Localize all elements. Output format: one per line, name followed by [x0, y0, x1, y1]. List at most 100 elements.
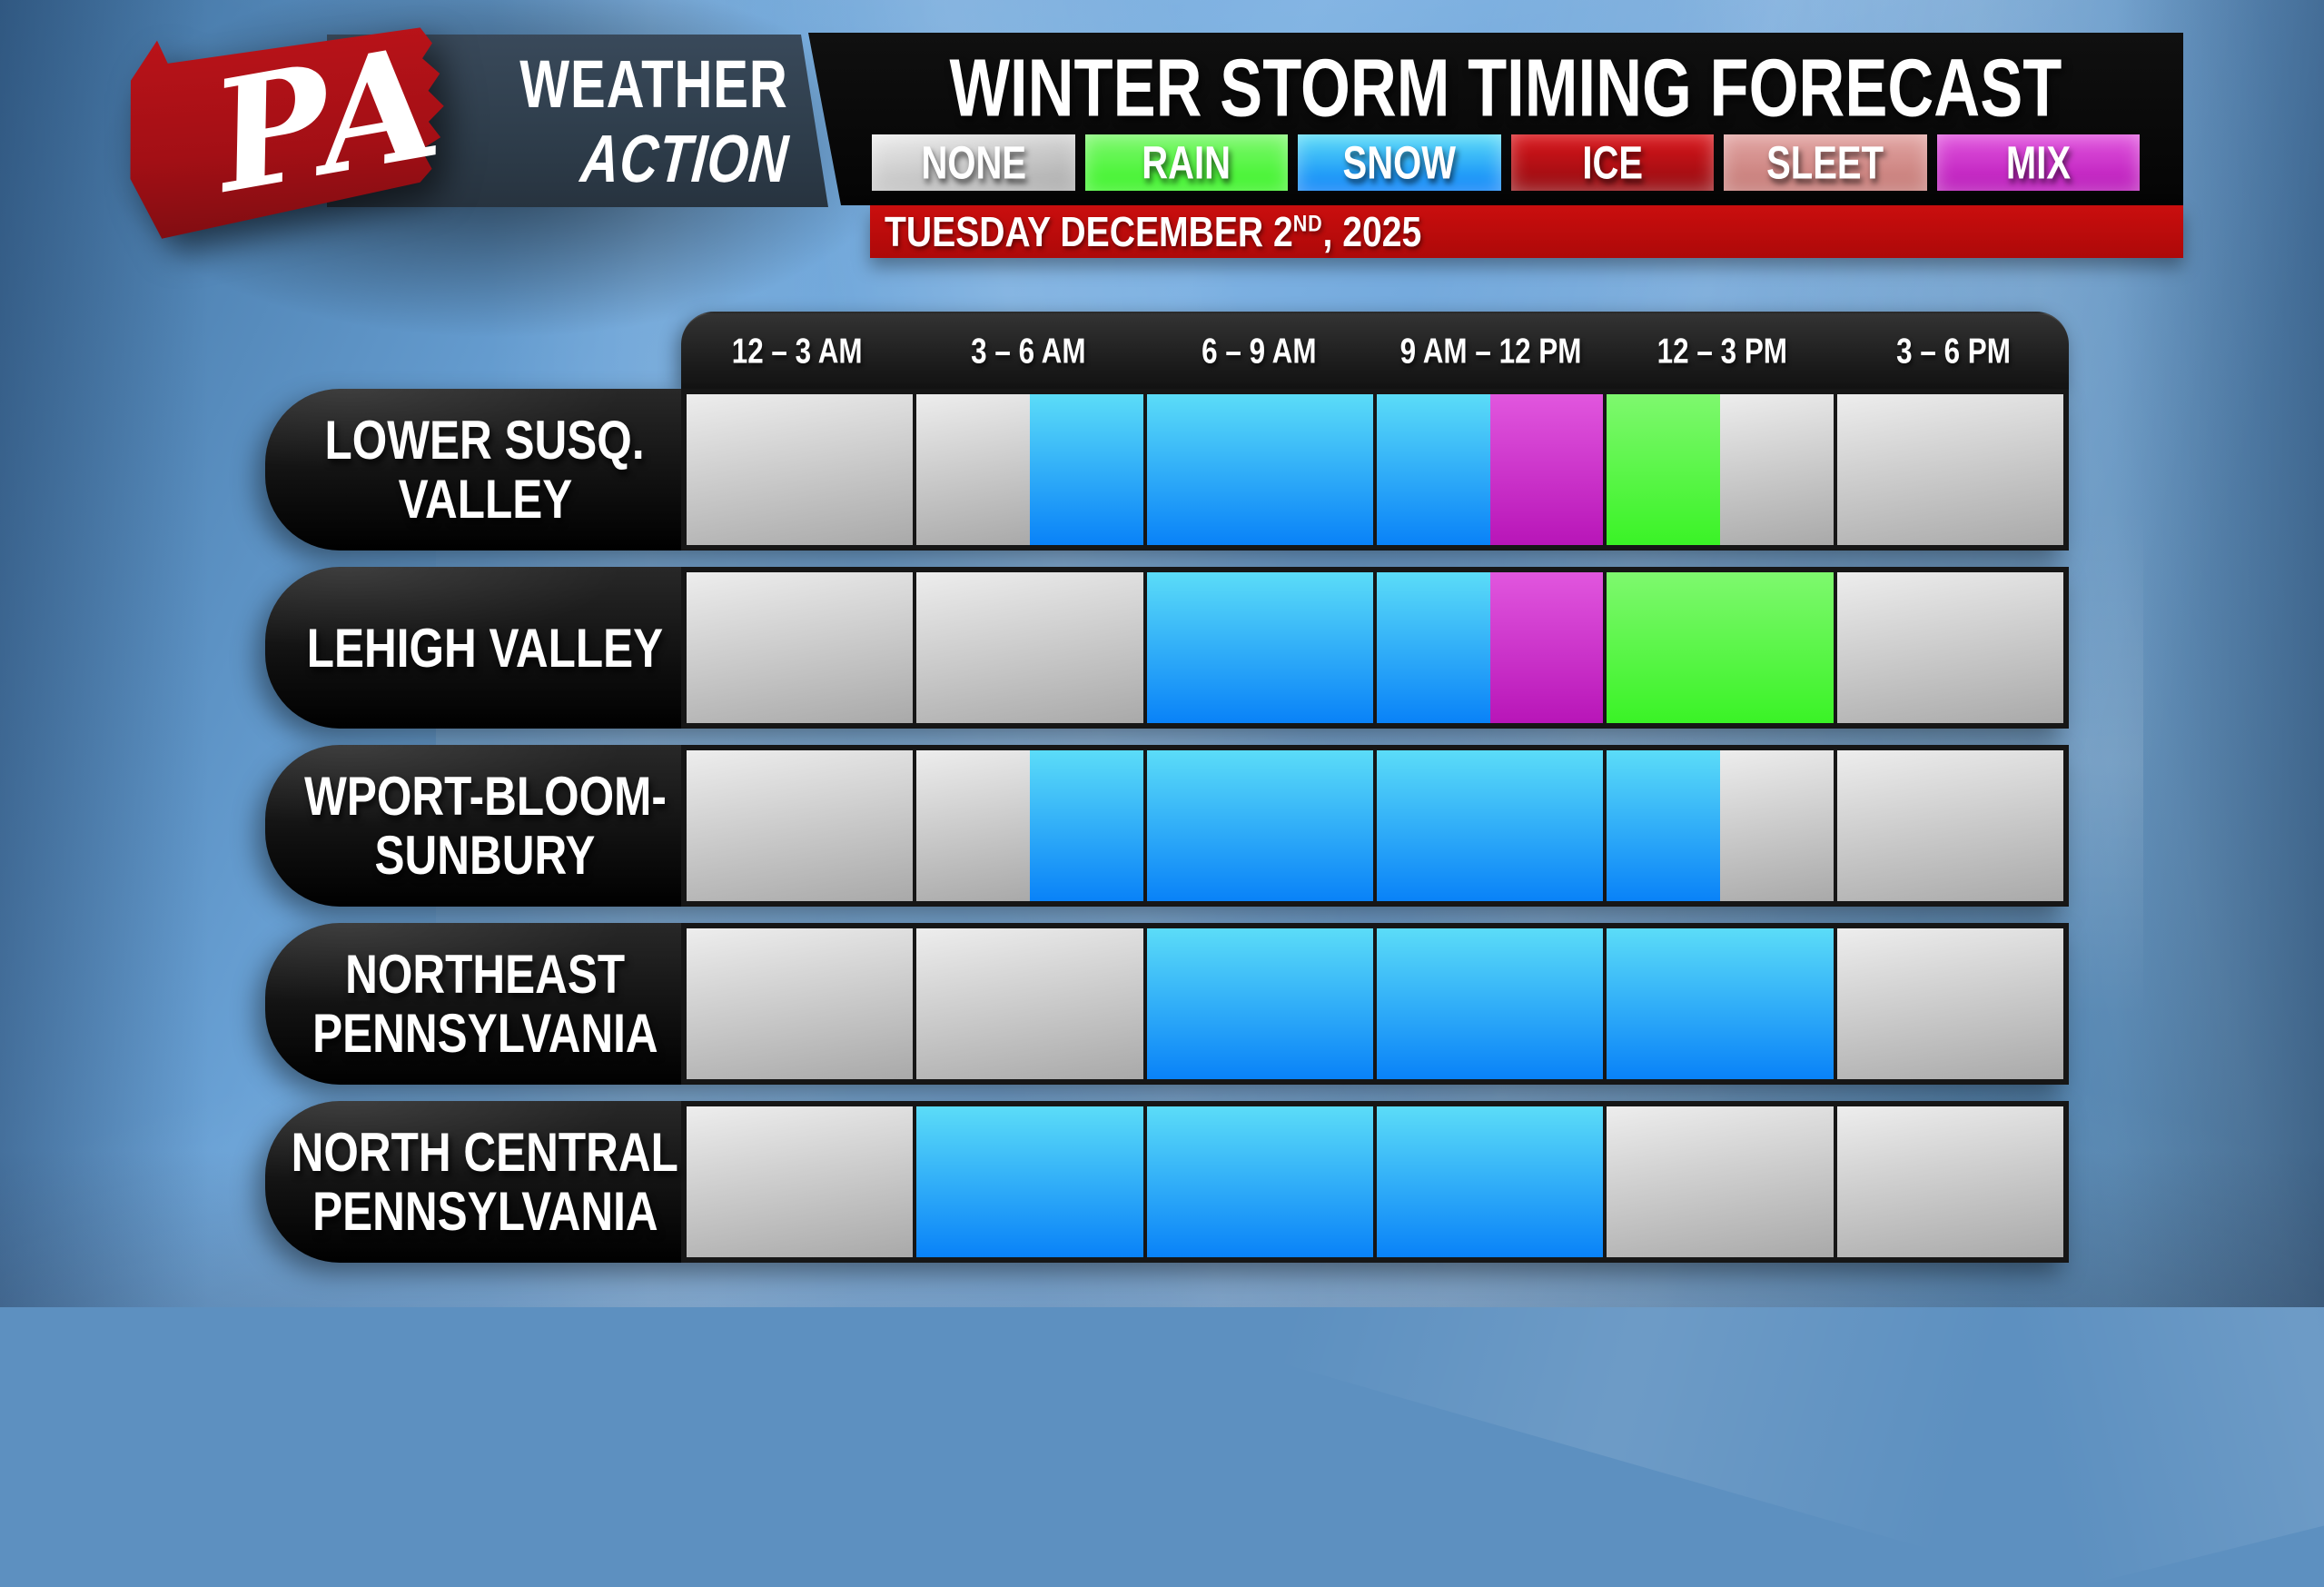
date-banner: TUESDAY DECEMBER 2ND, 2025 — [870, 205, 2183, 258]
forecast-cell — [687, 572, 914, 723]
brand-line-weather: WEATHER — [519, 45, 788, 122]
segment-none — [1836, 394, 2063, 545]
forecast-cell — [1376, 1106, 1604, 1257]
forecast-cell — [1376, 928, 1604, 1079]
segment-snow — [1376, 928, 1604, 1079]
legend: NONE RAIN SNOW ICE SLEET MIX — [872, 134, 2140, 191]
region-label: LOWER SUSQ. VALLEY — [265, 389, 681, 550]
forecast-cell — [916, 572, 1143, 723]
segment-none — [687, 928, 914, 1079]
forecast-cell — [1836, 750, 2063, 901]
forecast-cell — [1836, 394, 2063, 545]
segment-snow — [1376, 750, 1604, 901]
segment-none — [1836, 928, 2063, 1079]
segment-snow — [1146, 928, 1373, 1079]
segment-mix — [1489, 394, 1604, 545]
segment-none — [1836, 1106, 2063, 1257]
segment-snow — [1376, 1106, 1604, 1257]
title-panel: WINTER STORM TIMING FORECAST NONE RAIN SNO… — [808, 33, 2183, 205]
region-row: NORTH CENTRAL PENNSYLVANIA — [265, 1101, 2069, 1263]
time-header: 12 – 3 AM 3 – 6 AM 6 – 9 AM 9 AM – 12 PM 12 … — [681, 312, 2069, 389]
pa-monogram: PA — [197, 12, 450, 228]
legend-item-ice: ICE — [1510, 134, 1714, 191]
date-text: TUESDAY DECEMBER 2ND, 2025 — [885, 208, 1422, 255]
region-cells — [681, 1101, 2069, 1263]
legend-label: NONE — [920, 136, 1026, 189]
forecast-cell — [1146, 928, 1373, 1079]
time-slot-label: 12 – 3 AM — [731, 331, 863, 371]
segment-snow — [1146, 572, 1373, 723]
segment-none — [916, 750, 1030, 901]
region-label-line: VALLEY — [398, 467, 572, 531]
segment-snow — [1146, 750, 1373, 901]
region-label-line: NORTH CENTRAL — [291, 1120, 679, 1184]
forecast-grid: 12 – 3 AM 3 – 6 AM 6 – 9 AM 9 AM – 12 PM 12 … — [265, 312, 2069, 1279]
segment-none — [916, 928, 1143, 1079]
forecast-cell — [1607, 394, 1834, 545]
segment-none — [916, 572, 1143, 723]
segment-snow — [1376, 394, 1490, 545]
forecast-cell — [916, 750, 1143, 901]
legend-item-mix: MIX — [1936, 134, 2140, 191]
legend-item-snow: SNOW — [1298, 134, 1501, 191]
forecast-cell — [1607, 750, 1834, 901]
page-title: WINTER STORM TIMING FORECAST — [949, 42, 2062, 134]
region-label-line: LOWER SUSQ. — [324, 408, 646, 471]
region-cells — [681, 745, 2069, 907]
forecast-cell — [1607, 1106, 1834, 1257]
region-label: WPORT-BLOOM- SUNBURY — [265, 745, 681, 907]
legend-item-none: NONE — [872, 134, 1075, 191]
forecast-cell — [687, 1106, 914, 1257]
forecast-cell — [1146, 750, 1373, 901]
forecast-cell — [1836, 928, 2063, 1079]
segment-rain — [1607, 572, 1834, 723]
time-slot-label: 12 – 3 PM — [1656, 331, 1787, 371]
segment-snow — [1146, 394, 1373, 545]
segment-none — [687, 394, 914, 545]
forecast-cell — [1146, 572, 1373, 723]
segment-snow — [1376, 572, 1490, 723]
region-cells — [681, 923, 2069, 1085]
region-cells — [681, 389, 2069, 550]
region-label: LEHIGH VALLEY — [265, 567, 681, 729]
forecast-cell — [1607, 928, 1834, 1079]
segment-none — [687, 1106, 914, 1257]
segment-none — [1719, 750, 1834, 901]
region-cells — [681, 567, 2069, 729]
region-row: LEHIGH VALLEY — [265, 567, 2069, 729]
segment-none — [916, 394, 1030, 545]
legend-item-rain: RAIN — [1084, 134, 1288, 191]
forecast-cell — [1376, 394, 1604, 545]
forecast-cell — [1376, 750, 1604, 901]
legend-label: SNOW — [1342, 136, 1456, 189]
brand-line-action: ACTION — [578, 120, 792, 196]
forecast-cell — [1376, 572, 1604, 723]
segment-snow — [1607, 750, 1720, 901]
region-label-line: SUNBURY — [374, 823, 596, 887]
region-label: NORTHEAST PENNSYLVANIA — [265, 923, 681, 1085]
forecast-cell — [1146, 1106, 1373, 1257]
segment-none — [1719, 394, 1834, 545]
segment-snow — [916, 1106, 1143, 1257]
region-row: LOWER SUSQ. VALLEY — [265, 389, 2069, 550]
region-label-line: NORTHEAST — [344, 942, 625, 1006]
legend-label: SLEET — [1766, 136, 1884, 189]
forecast-cell — [916, 1106, 1143, 1257]
time-slot-label: 9 AM – 12 PM — [1399, 331, 1582, 371]
segment-none — [1607, 1106, 1834, 1257]
forecast-cell — [1146, 394, 1373, 545]
region-row: NORTHEAST PENNSYLVANIA — [265, 923, 2069, 1085]
legend-item-sleet: SLEET — [1724, 134, 1927, 191]
time-slot-label: 6 – 9 AM — [1202, 331, 1317, 371]
region-row: WPORT-BLOOM- SUNBURY — [265, 745, 2069, 907]
time-slot-label: 3 – 6 AM — [970, 331, 1086, 371]
pa-state-logo: PA — [130, 12, 450, 239]
region-label-line: WPORT-BLOOM- — [303, 764, 667, 828]
segment-none — [687, 750, 914, 901]
region-label-line: PENNSYLVANIA — [312, 1179, 658, 1243]
forecast-cell — [687, 394, 914, 545]
forecast-cell — [1607, 572, 1834, 723]
segment-none — [1836, 572, 2063, 723]
forecast-cell — [687, 750, 914, 901]
